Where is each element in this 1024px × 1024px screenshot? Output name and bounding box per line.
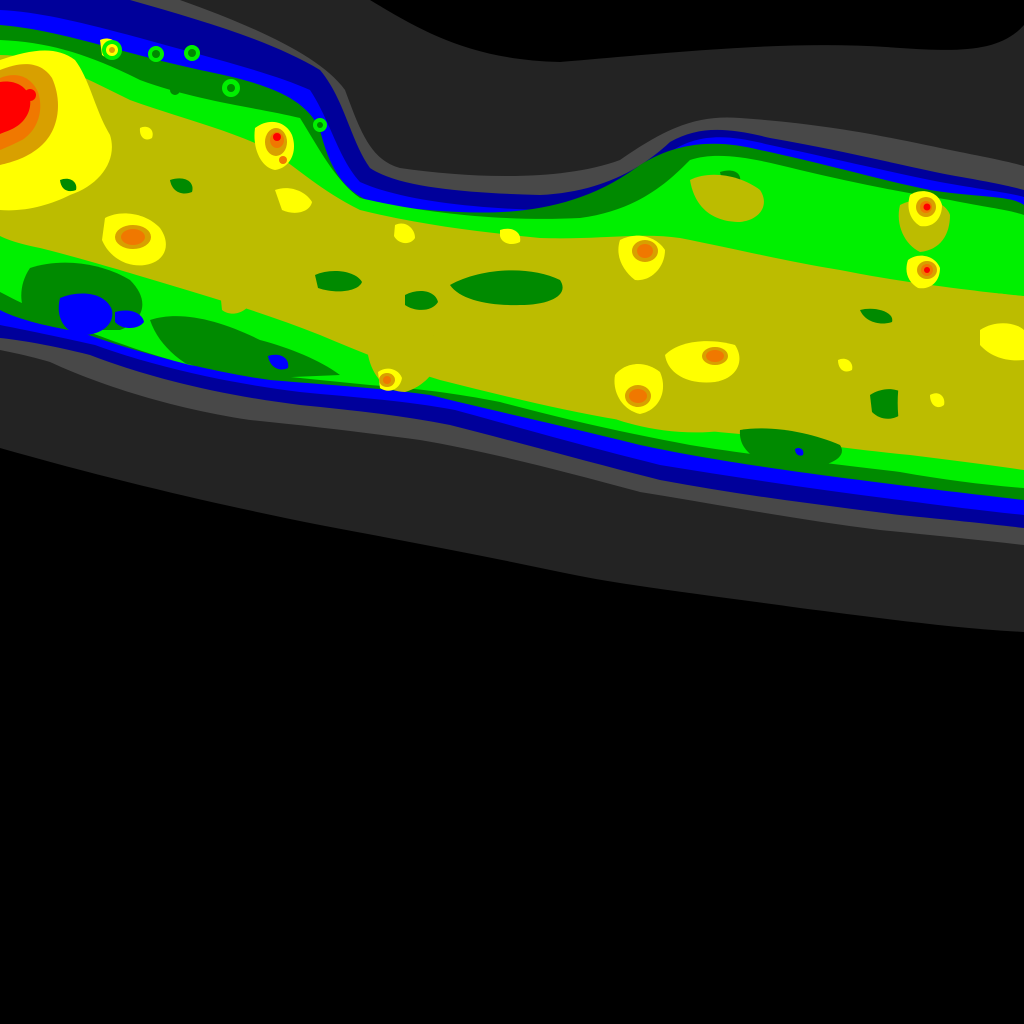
peak-maximum: [923, 203, 931, 211]
pocket-very-low-density: [58, 293, 113, 336]
blob-high-density: [275, 188, 312, 213]
pocket-very-low-density: [795, 447, 804, 456]
patch-mid-density: [690, 174, 764, 222]
pocket-very-low-density: [268, 354, 289, 370]
pocket-very-low-density: [115, 310, 144, 328]
island-inner: [188, 49, 196, 57]
island-outer: [170, 85, 180, 95]
peak-maximum: [273, 133, 281, 141]
blob-high-density: [838, 358, 853, 372]
core-peak-density: [706, 350, 724, 362]
core-peak-density: [121, 229, 145, 245]
peak-maximum: [924, 267, 930, 273]
blob-high-density: [930, 393, 945, 408]
blob-high-density: [980, 323, 1024, 361]
pocket-low-density: [450, 270, 563, 306]
island-inner: [152, 50, 160, 58]
pocket-low-density: [60, 178, 77, 192]
pocket-low-density: [405, 290, 438, 310]
patch-mid-density: [795, 325, 861, 405]
patch-mid-density: [220, 286, 252, 314]
core-peak-density: [279, 156, 287, 164]
blob-high-density: [139, 126, 153, 140]
core-peak-density: [383, 376, 391, 384]
island-core: [109, 47, 115, 53]
pocket-low-density: [739, 428, 842, 469]
core-peak-density: [637, 244, 653, 258]
pocket-low-density: [170, 178, 193, 194]
pocket-low-density: [150, 316, 340, 380]
peak-maximum: [24, 89, 36, 101]
pocket-low-density: [860, 308, 893, 324]
blob-high-density: [500, 228, 521, 244]
island-inner: [227, 84, 235, 92]
island-inner: [317, 122, 323, 128]
maximum-density-peaks: [24, 89, 931, 273]
pocket-low-density: [315, 270, 362, 292]
isolated-islands: [102, 40, 327, 132]
band-level-11: [0, 81, 31, 134]
core-peak-density: [629, 389, 647, 403]
blob-high-density: [394, 223, 415, 244]
